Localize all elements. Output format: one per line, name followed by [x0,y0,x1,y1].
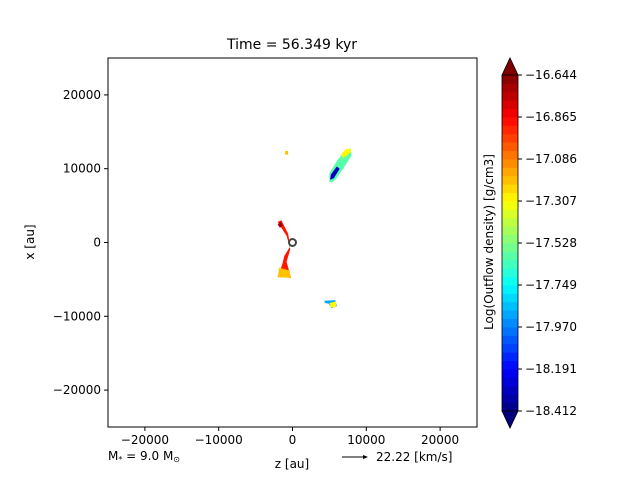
colorbar-tick-label: −17.970 [525,320,577,334]
colorbar-level [502,335,518,345]
density-region-3 [277,220,291,278]
colorbar-level [502,192,518,202]
colorbar-level [502,301,518,311]
density-region-1 [330,166,340,180]
colorbar-level [502,243,518,252]
colorbar-tick-label: −17.086 [525,152,577,166]
colorbar-level [502,133,518,143]
density-regions [277,148,352,309]
colorbar-level [502,276,518,286]
colorbar-level [502,234,518,244]
colorbar-level [502,377,518,387]
colorbar-level [502,310,518,319]
colorbar-extend-max [501,57,519,76]
colorbar-level [502,184,518,193]
chart-title: Time = 56.349 kyr [226,37,357,53]
colorbar-level [502,352,518,361]
y-tick-label: 0 [93,236,101,250]
colorbar-level [502,259,518,269]
colorbar-level [502,75,518,84]
density-region-8 [285,151,289,155]
colorbar-level [502,150,518,160]
colorbar-level [502,167,518,177]
colorbar-level [502,117,518,126]
colorbar-level [502,360,518,370]
colorbar: −16.644 −16.865 −17.086 −17.307 −17.528 −17.7… [501,57,577,429]
y-axis-ticks: −20000 −10000 0 10000 20000 [53,88,108,397]
colorbar-level [502,125,518,135]
colorbar-tick-label: −16.644 [525,68,577,82]
x-tick-label: 20000 [421,433,459,447]
colorbar-level [502,385,518,395]
density-region-7 [329,301,336,308]
density-region-2 [341,148,351,159]
colorbar-tick-label: −17.307 [525,194,577,208]
colorbar-level [502,369,518,378]
star-marker [288,238,297,247]
colorbar-level [502,318,518,328]
colorbar-level [502,209,518,219]
x-tick-label: −10000 [195,433,243,447]
colorbar-level [502,285,518,294]
star-mass-annotation: M* = 9.0 M⊙ [108,449,180,464]
velocity-key-label: 22.22 [km/s] [376,450,452,464]
plot-frame [107,57,478,428]
y-tick-label: 20000 [63,88,101,102]
colorbar-tick-label: −16.865 [525,110,577,124]
colorbar-level [502,217,518,227]
colorbar-tick-label: −17.528 [525,236,577,250]
y-axis-label: x [au] [23,224,37,259]
colorbar-level [502,201,518,210]
colorbar-tick-label: −17.749 [525,278,577,292]
colorbar-level [502,402,518,412]
x-tick-label: 0 [289,433,297,447]
colorbar-level [502,226,518,235]
colorbar-tick-label: −18.191 [525,362,577,376]
star-marker-layer [288,238,297,247]
colorbar-level [502,175,518,185]
colorbar-level [502,108,518,118]
colorbar-level [502,83,518,93]
colorbar-level [502,293,518,303]
colorbar-level [502,268,518,277]
colorbar-level [502,142,518,151]
colorbar-level [502,100,518,109]
density-region-5 [277,221,283,228]
y-tick-label: −20000 [53,383,101,397]
velocity-key-arrowhead [363,455,368,459]
colorbar-level [502,327,518,336]
colorbar-label: Log(Outflow density) [g/cm3] [482,154,496,330]
density-region-4 [277,267,291,278]
colorbar-extend-min [501,410,519,429]
colorbar-tick-label: −18.412 [525,404,577,418]
colorbar-level [502,394,518,403]
x-tick-label: 10000 [347,433,385,447]
colorbar-level [502,159,518,168]
colorbar-level [502,91,518,101]
x-axis-ticks: −20000 −10000 0 10000 20000 [121,427,459,447]
colorbar-level [502,251,518,261]
colorbar-level [502,343,518,353]
velocity-key: 22.22 [km/s] [342,450,452,464]
x-tick-label: −20000 [121,433,169,447]
x-axis-label: z [au] [275,457,309,471]
y-tick-label: −10000 [53,309,101,323]
y-tick-label: 10000 [63,162,101,176]
